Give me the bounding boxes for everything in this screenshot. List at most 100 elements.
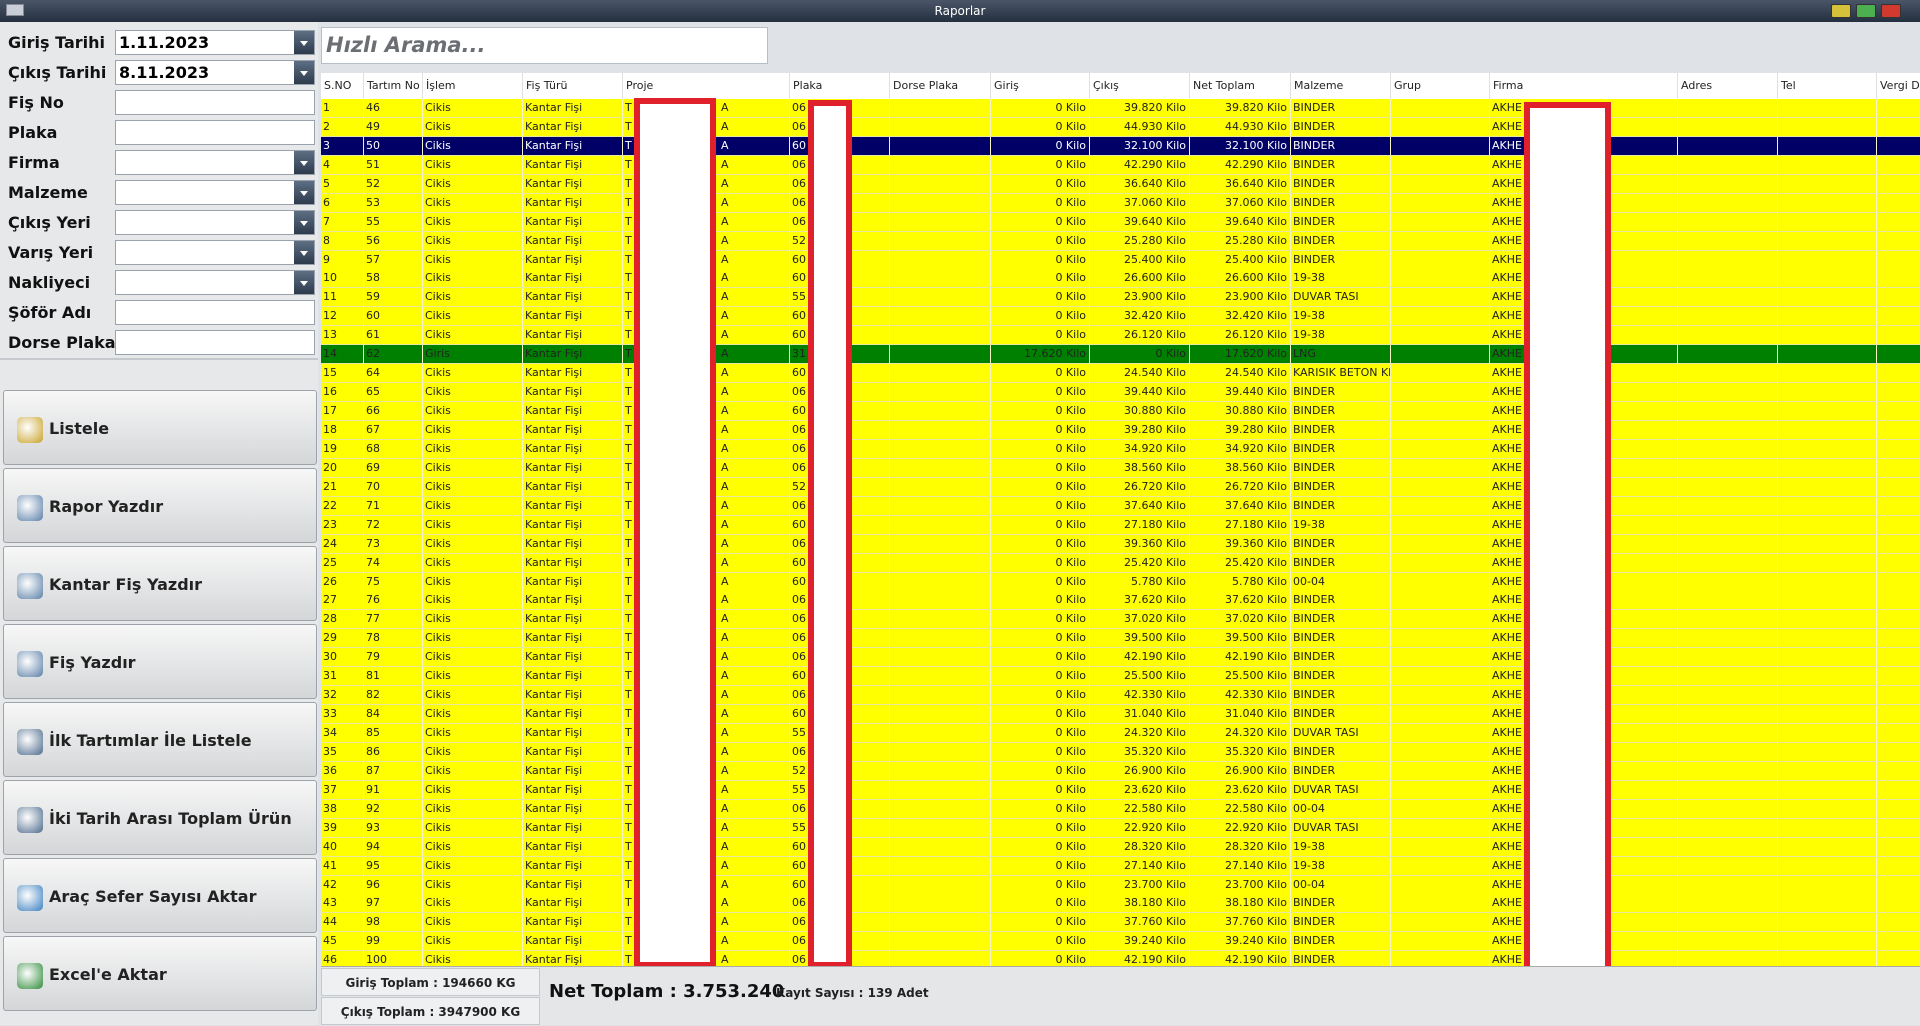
- filter-input[interactable]: [115, 330, 315, 355]
- table-row[interactable]: 30 79 Cikis Kantar Fişi T A 06 0 Kilo 42.190 Kil…: [321, 648, 1920, 668]
- table-cell: 60: [790, 402, 890, 421]
- dropdown-arrow[interactable]: [294, 181, 314, 204]
- dropdown-arrow[interactable]: [294, 271, 314, 294]
- table-row[interactable]: 10 58 Cikis Kantar Fişi T A 60 0 Kilo 26.600 Kil…: [321, 269, 1920, 289]
- column-header[interactable]: Proje: [623, 73, 790, 99]
- table-row[interactable]: 43 97 Cikis Kantar Fişi T A 06 0 Kilo 38.180 Kil…: [321, 894, 1920, 914]
- filter-input[interactable]: [115, 150, 315, 175]
- table-row[interactable]: 38 92 Cikis Kantar Fişi T A 06 0 Kilo 22.580 Kil…: [321, 799, 1920, 819]
- dropdown-arrow[interactable]: [294, 211, 314, 234]
- table-row[interactable]: 4 51 Cikis Kantar Fişi T A 06 0 Kilo 42.290 Kilo…: [321, 155, 1920, 175]
- table-cell: 60: [790, 837, 890, 856]
- action-button[interactable]: Rapor Yazdır: [3, 468, 317, 543]
- table-cell-fragment: A: [721, 896, 729, 910]
- table-row[interactable]: 26 75 Cikis Kantar Fişi T A 60 0 Kilo 5.780 Kilo…: [321, 572, 1920, 592]
- table-row[interactable]: 9 57 Cikis Kantar Fişi T A 60 0 Kilo 25.400 Kilo…: [321, 250, 1920, 270]
- table-row[interactable]: 37 91 Cikis Kantar Fişi T A 55 0 Kilo 23.620 Kil…: [321, 780, 1920, 800]
- column-header[interactable]: S.NO: [321, 73, 364, 99]
- column-header[interactable]: Giriş: [991, 73, 1090, 99]
- column-header[interactable]: Adres: [1678, 73, 1778, 99]
- column-header[interactable]: Dorse Plaka: [890, 73, 991, 99]
- table-row[interactable]: 8 56 Cikis Kantar Fişi T A 52 0 Kilo 25.280 Kilo…: [321, 231, 1920, 251]
- table-row[interactable]: 42 96 Cikis Kantar Fişi T A 60 0 Kilo 23.700 Kil…: [321, 875, 1920, 895]
- column-header[interactable]: Tel: [1778, 73, 1877, 99]
- table-row[interactable]: 20 69 Cikis Kantar Fişi T A 06 0 Kilo 38.560 Kil…: [321, 458, 1920, 478]
- table-row[interactable]: 3 50 Cikis Kantar Fişi T A 60 0 Kilo 32.100 Kilo…: [321, 136, 1920, 156]
- column-header[interactable]: Vergi D: [1877, 73, 1920, 99]
- table-row[interactable]: 25 74 Cikis Kantar Fişi T A 60 0 Kilo 25.420 Kil…: [321, 553, 1920, 573]
- table-row[interactable]: 2 49 Cikis Kantar Fişi T A 06 0 Kilo 44.930 Kilo…: [321, 117, 1920, 137]
- table-row[interactable]: 29 78 Cikis Kantar Fişi T A 06 0 Kilo 39.500 Kil…: [321, 629, 1920, 649]
- filter-label: Fiş No: [8, 93, 64, 112]
- filter-input[interactable]: [115, 270, 315, 295]
- dropdown-arrow[interactable]: [294, 151, 314, 174]
- table-row[interactable]: 11 59 Cikis Kantar Fişi T A 55 0 Kilo 23.900 Kil…: [321, 288, 1920, 308]
- table-cell: 06: [790, 117, 890, 136]
- table-row[interactable]: 18 67 Cikis Kantar Fişi T A 06 0 Kilo 39.280 Kil…: [321, 420, 1920, 440]
- table-row[interactable]: 34 85 Cikis Kantar Fişi T A 55 0 Kilo 24.320 Kil…: [321, 724, 1920, 744]
- table-row[interactable]: 14 62 Giris Kantar Fişi T A 31 17.620 Kilo 0 Kil…: [321, 345, 1920, 365]
- table-row[interactable]: 17 66 Cikis Kantar Fişi T A 60 0 Kilo 30.880 Kil…: [321, 402, 1920, 422]
- table-row[interactable]: 40 94 Cikis Kantar Fişi T A 60 0 Kilo 28.320 Kil…: [321, 837, 1920, 857]
- column-header[interactable]: Malzeme: [1291, 73, 1391, 99]
- column-header[interactable]: Plaka: [790, 73, 890, 99]
- table-row[interactable]: 44 98 Cikis Kantar Fişi T A 06 0 Kilo 37.760 Kil…: [321, 913, 1920, 933]
- table-row[interactable]: 7 55 Cikis Kantar Fişi T A 06 0 Kilo 39.640 Kilo…: [321, 212, 1920, 232]
- table-row[interactable]: 5 52 Cikis Kantar Fişi T A 06 0 Kilo 36.640 Kilo…: [321, 174, 1920, 194]
- column-header[interactable]: Çıkış: [1090, 73, 1190, 99]
- table-row[interactable]: 13 61 Cikis Kantar Fişi T A 60 0 Kilo 26.120 Kil…: [321, 326, 1920, 346]
- action-button[interactable]: Excel'e Aktar: [3, 936, 317, 1011]
- table-row[interactable]: 22 71 Cikis Kantar Fişi T A 06 0 Kilo 37.640 Kil…: [321, 496, 1920, 516]
- table-row[interactable]: 16 65 Cikis Kantar Fişi T A 06 0 Kilo 39.440 Kil…: [321, 383, 1920, 403]
- table-cell: 0 Kilo: [991, 629, 1090, 648]
- close-button[interactable]: [1881, 4, 1901, 18]
- column-header[interactable]: Tartım No: [364, 73, 423, 99]
- table-row[interactable]: 41 95 Cikis Kantar Fişi T A 60 0 Kilo 27.140 Kil…: [321, 856, 1920, 876]
- dropdown-arrow[interactable]: [294, 61, 314, 84]
- table-row[interactable]: 15 64 Cikis Kantar Fişi T A 60 0 Kilo 24.540 Kil…: [321, 364, 1920, 384]
- column-header[interactable]: Firma: [1490, 73, 1678, 99]
- table-row[interactable]: 39 93 Cikis Kantar Fişi T A 55 0 Kilo 22.920 Kil…: [321, 818, 1920, 838]
- minimize-button[interactable]: [1831, 4, 1851, 18]
- table-row[interactable]: 45 99 Cikis Kantar Fişi T A 06 0 Kilo 39.240 Kil…: [321, 932, 1920, 952]
- table-row[interactable]: 46 100 Cikis Kantar Fişi T A 06 0 Kilo 42.190 Ki…: [321, 951, 1920, 966]
- column-header[interactable]: Fiş Türü: [523, 73, 623, 99]
- table-row[interactable]: 19 68 Cikis Kantar Fişi T A 06 0 Kilo 34.920 Kil…: [321, 439, 1920, 459]
- table-row[interactable]: 21 70 Cikis Kantar Fişi T A 52 0 Kilo 26.720 Kil…: [321, 477, 1920, 497]
- filter-input[interactable]: 8.11.2023: [115, 60, 315, 85]
- table-row[interactable]: 28 77 Cikis Kantar Fişi T A 06 0 Kilo 37.020 Kil…: [321, 610, 1920, 630]
- table-row[interactable]: 27 76 Cikis Kantar Fişi T A 06 0 Kilo 37.620 Kil…: [321, 591, 1920, 611]
- table-row[interactable]: 31 81 Cikis Kantar Fişi T A 60 0 Kilo 25.500 Kil…: [321, 667, 1920, 687]
- action-button[interactable]: Kantar Fiş Yazdır: [3, 546, 317, 621]
- action-button[interactable]: İki Tarih Arası Toplam Ürün: [3, 780, 317, 855]
- column-header[interactable]: Grup: [1391, 73, 1490, 99]
- filter-input[interactable]: [115, 210, 315, 235]
- action-button[interactable]: İlk Tartımlar İle Listele: [3, 702, 317, 777]
- filter-input[interactable]: [115, 300, 315, 325]
- table-row[interactable]: 6 53 Cikis Kantar Fişi T A 06 0 Kilo 37.060 Kilo…: [321, 193, 1920, 213]
- filter-input[interactable]: [115, 90, 315, 115]
- filter-input[interactable]: [115, 120, 315, 145]
- table-row[interactable]: 24 73 Cikis Kantar Fişi T A 06 0 Kilo 39.360 Kil…: [321, 534, 1920, 554]
- table-cell: BINDER: [1291, 193, 1391, 212]
- search-box[interactable]: Hızlı Arama...: [321, 27, 768, 64]
- filter-input[interactable]: 1.11.2023: [115, 30, 315, 55]
- action-button[interactable]: Araç Sefer Sayısı Aktar: [3, 858, 317, 933]
- maximize-button[interactable]: [1856, 4, 1876, 18]
- dropdown-arrow[interactable]: [294, 241, 314, 264]
- table-row[interactable]: 33 84 Cikis Kantar Fişi T A 60 0 Kilo 31.040 Kil…: [321, 705, 1920, 725]
- dropdown-arrow[interactable]: [294, 31, 314, 54]
- filter-input[interactable]: [115, 240, 315, 265]
- button-label: Listele: [49, 419, 110, 438]
- table-row[interactable]: 35 86 Cikis Kantar Fişi T A 06 0 Kilo 35.320 Kil…: [321, 742, 1920, 762]
- action-button[interactable]: Listele: [3, 390, 317, 465]
- filter-input[interactable]: [115, 180, 315, 205]
- table-row[interactable]: 36 87 Cikis Kantar Fişi T A 52 0 Kilo 26.900 Kil…: [321, 761, 1920, 781]
- table-row[interactable]: 23 72 Cikis Kantar Fişi T A 60 0 Kilo 27.180 Kil…: [321, 515, 1920, 535]
- table-row[interactable]: 32 82 Cikis Kantar Fişi T A 06 0 Kilo 42.330 Kil…: [321, 686, 1920, 706]
- action-button[interactable]: Fiş Yazdır: [3, 624, 317, 699]
- column-header[interactable]: Net Toplam: [1190, 73, 1291, 99]
- column-header[interactable]: İşlem: [423, 73, 523, 99]
- table-row[interactable]: 1 46 Cikis Kantar Fişi T A 06 0 Kilo 39.820 Kilo…: [321, 99, 1920, 118]
- table-row[interactable]: 12 60 Cikis Kantar Fişi T A 60 0 Kilo 32.420 Kil…: [321, 307, 1920, 327]
